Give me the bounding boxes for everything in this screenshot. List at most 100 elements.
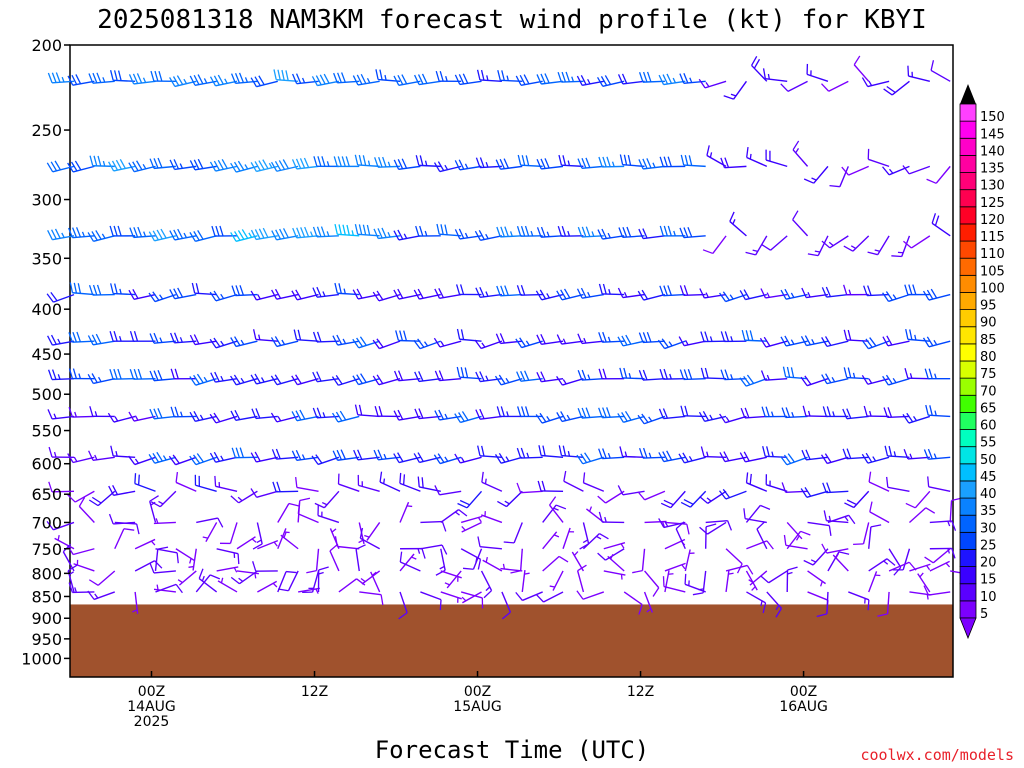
wind-barb — [271, 448, 299, 460]
wind-barb — [271, 228, 299, 241]
wind-barb — [393, 158, 421, 171]
wind-barb — [925, 404, 951, 418]
wind-barb — [46, 291, 75, 303]
wind-barb — [436, 223, 462, 237]
wind-barb — [576, 590, 605, 600]
wind-barb — [202, 522, 218, 543]
wind-barb — [395, 330, 421, 342]
wind-barb — [780, 80, 808, 92]
wind-barb — [474, 230, 503, 242]
wind-barb — [474, 339, 503, 350]
wind-barb — [638, 158, 666, 170]
wind-barb — [277, 528, 290, 550]
wind-barb — [87, 373, 115, 385]
wind-barb — [496, 406, 523, 418]
wind-barb — [904, 368, 930, 380]
wind-barb — [280, 532, 299, 550]
wind-barb — [374, 156, 401, 168]
wind-barb — [109, 368, 136, 380]
wind-barb — [803, 165, 829, 184]
wind-barb — [748, 570, 768, 586]
colorbar-segment — [959, 189, 977, 208]
wind-barb — [292, 73, 319, 85]
wind-barb — [291, 409, 319, 422]
wind-barb — [334, 224, 360, 237]
wind-barb — [807, 235, 829, 257]
wind-barb — [329, 543, 340, 572]
wind-barb — [295, 476, 319, 492]
wind-barb — [725, 570, 734, 593]
wind-barb — [272, 481, 299, 493]
wind-barb — [644, 570, 660, 597]
wind-barb — [454, 411, 482, 424]
wind-barb — [603, 570, 626, 580]
wind-barb — [393, 370, 421, 382]
wind-barb — [454, 159, 482, 171]
wind-barb — [67, 490, 95, 503]
colorbar-label: 50 — [980, 453, 997, 468]
wind-barb — [902, 165, 931, 175]
colorbar-segment — [959, 360, 977, 379]
wind-barb — [189, 410, 217, 422]
wind-barb — [886, 476, 910, 492]
wind-barb — [475, 408, 503, 420]
wind-barb — [153, 518, 176, 525]
wind-barb — [741, 329, 767, 342]
colorbar-segment — [959, 429, 977, 448]
colorbar-segment — [959, 257, 977, 276]
colorbar-segment — [959, 446, 977, 465]
wind-barb — [680, 490, 707, 508]
wind-barb — [517, 406, 543, 418]
wind-barb — [853, 55, 870, 82]
wind-barb — [923, 585, 951, 596]
wind-barb — [585, 506, 605, 524]
wind-barb — [740, 407, 767, 419]
wind-barb — [699, 288, 727, 299]
colorbar-segment — [959, 583, 977, 602]
wind-barb — [169, 332, 197, 344]
wind-barb — [521, 570, 530, 593]
colorbar-label: 95 — [980, 299, 997, 314]
wind-barb — [820, 453, 849, 465]
wind-barb — [47, 334, 75, 346]
wind-barb — [494, 374, 523, 386]
wind-barb — [67, 453, 95, 464]
wind-barb — [786, 566, 798, 592]
colorbar-label: 130 — [980, 179, 1005, 194]
wind-barb — [128, 288, 156, 300]
wind-barb — [149, 495, 159, 523]
wind-barb — [357, 474, 380, 492]
wind-barb — [558, 445, 584, 459]
wind-barb — [497, 490, 523, 508]
wind-barb — [638, 369, 665, 381]
colorbar-label: 60 — [980, 419, 997, 434]
wind-barb — [399, 551, 421, 572]
wind-barb — [536, 226, 564, 238]
wind-barb — [746, 147, 768, 168]
x-tick-label: 12Z — [301, 684, 328, 700]
colorbar-segment — [959, 137, 977, 156]
terrain-block — [70, 604, 953, 677]
colorbar-label: 105 — [980, 264, 1005, 279]
wind-barb — [87, 333, 115, 346]
wind-barb — [88, 284, 115, 296]
wind-barb — [47, 228, 75, 241]
wind-barbs — [46, 55, 972, 620]
wind-barb — [861, 452, 890, 464]
wind-barb — [659, 368, 686, 380]
wind-barb — [929, 547, 956, 559]
colorbar-label: 75 — [980, 367, 997, 382]
wind-barb — [644, 520, 667, 527]
wind-barb — [196, 517, 224, 528]
wind-barb — [792, 210, 809, 237]
colorbar-label: 25 — [980, 538, 997, 553]
wind-barb — [929, 520, 957, 531]
wind-barb — [931, 213, 951, 237]
x-axis-label: Forecast Time (UTC) — [375, 736, 650, 764]
wind-barb — [297, 503, 319, 524]
colorbar-label: 80 — [980, 350, 997, 365]
wind-barb — [883, 407, 910, 419]
wind-barb — [806, 63, 829, 82]
wind-barb — [420, 591, 442, 611]
wind-barb — [372, 338, 401, 350]
